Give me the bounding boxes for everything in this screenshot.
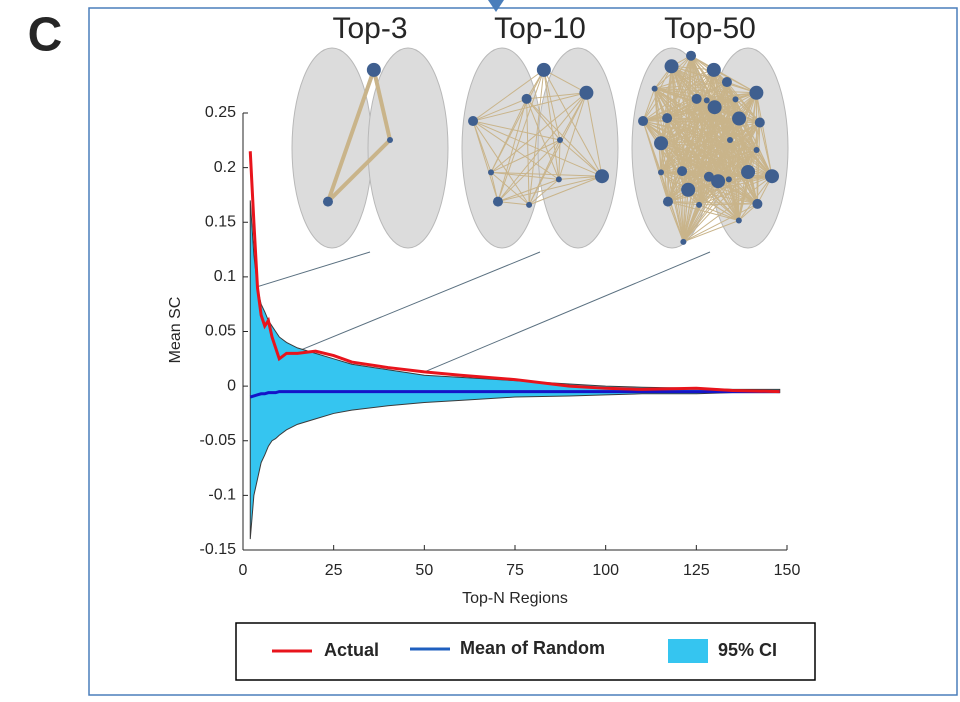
y-tick-label: 0.25 bbox=[205, 104, 236, 121]
brain-node bbox=[692, 94, 702, 104]
brain-node bbox=[722, 77, 732, 87]
x-tick-label: 125 bbox=[683, 562, 710, 579]
brain-node bbox=[488, 169, 494, 175]
legend-label: 95% CI bbox=[718, 640, 777, 660]
brain-node bbox=[665, 59, 679, 73]
brain-node bbox=[707, 63, 721, 77]
brain-node bbox=[733, 96, 739, 102]
brain-node bbox=[387, 137, 393, 143]
brain-node bbox=[752, 199, 762, 209]
brain-node bbox=[522, 94, 532, 104]
brain-node bbox=[654, 136, 668, 150]
legend-swatch bbox=[668, 639, 708, 663]
x-tick-label: 0 bbox=[239, 562, 248, 579]
y-axis-label: Mean SC bbox=[167, 297, 184, 364]
brain-node bbox=[681, 183, 695, 197]
brain-node bbox=[367, 63, 381, 77]
inset-title: Top-10 bbox=[494, 12, 586, 45]
inset-title: Top-50 bbox=[664, 12, 756, 45]
y-tick-label: -0.1 bbox=[208, 487, 236, 504]
inset-title: Top-3 bbox=[332, 12, 407, 45]
brain-node bbox=[526, 202, 532, 208]
brain-node bbox=[736, 218, 742, 224]
y-tick-label: -0.05 bbox=[200, 432, 237, 449]
y-tick-label: 0 bbox=[227, 377, 236, 394]
brain-hemisphere bbox=[538, 48, 618, 248]
y-tick-label: -0.15 bbox=[200, 541, 237, 558]
ci-band bbox=[250, 200, 779, 539]
brain-node bbox=[663, 197, 673, 207]
x-tick-label: 25 bbox=[325, 562, 343, 579]
x-tick-label: 150 bbox=[774, 562, 801, 579]
brain-node bbox=[749, 86, 763, 100]
brain-node bbox=[732, 112, 746, 126]
legend-label: Mean of Random bbox=[460, 638, 605, 658]
brain-node bbox=[754, 147, 760, 153]
x-tick-label: 75 bbox=[506, 562, 524, 579]
brain-node bbox=[595, 169, 609, 183]
x-tick-label: 50 bbox=[415, 562, 433, 579]
panel-label: C bbox=[28, 9, 63, 62]
brain-hemisphere bbox=[292, 48, 372, 248]
brain-node bbox=[755, 117, 765, 127]
y-tick-label: 0.2 bbox=[214, 159, 236, 176]
brain-node bbox=[579, 86, 593, 100]
brain-node bbox=[686, 51, 696, 61]
y-tick-label: 0.15 bbox=[205, 213, 236, 230]
x-axis-label: Top-N Regions bbox=[462, 590, 568, 607]
brain-node bbox=[741, 165, 755, 179]
y-tick-label: 0.05 bbox=[205, 323, 236, 340]
brain-node bbox=[537, 63, 551, 77]
brain-node bbox=[323, 197, 333, 207]
brain-node bbox=[638, 116, 648, 126]
brain-node bbox=[704, 172, 714, 182]
brain-node bbox=[765, 169, 779, 183]
connector-line bbox=[424, 252, 710, 372]
brain-node bbox=[696, 202, 702, 208]
brain-hemisphere bbox=[462, 48, 542, 248]
brain-node bbox=[658, 169, 664, 175]
connector-line bbox=[254, 252, 370, 288]
brain-node bbox=[652, 86, 658, 92]
brain-node bbox=[557, 137, 563, 143]
brain-node bbox=[662, 113, 672, 123]
y-tick-label: 0.1 bbox=[214, 268, 236, 285]
brain-node bbox=[727, 137, 733, 143]
brain-node bbox=[468, 116, 478, 126]
x-tick-label: 100 bbox=[592, 562, 619, 579]
brain-node bbox=[680, 239, 686, 245]
brain-insets bbox=[292, 48, 788, 248]
brain-node bbox=[556, 176, 562, 182]
legend-label: Actual bbox=[324, 640, 379, 660]
brain-node bbox=[493, 197, 503, 207]
brain-node bbox=[708, 100, 722, 114]
brain-node bbox=[677, 166, 687, 176]
brain-node bbox=[726, 176, 732, 182]
brain-node bbox=[704, 97, 710, 103]
arrow-tip bbox=[488, 0, 504, 12]
